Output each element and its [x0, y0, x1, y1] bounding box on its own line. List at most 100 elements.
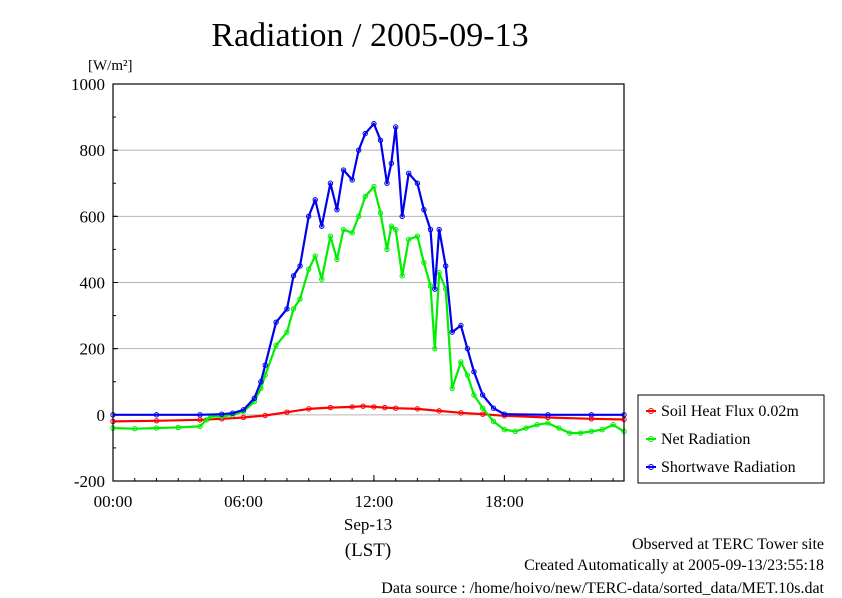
data-point [229, 410, 236, 416]
data-point [399, 213, 405, 220]
x-axis-unit-label: (LST) [345, 540, 391, 561]
data-point [432, 286, 438, 292]
data-point [490, 418, 497, 425]
data-point [197, 412, 203, 418]
legend-marker [648, 436, 654, 442]
data-point [340, 167, 347, 173]
data-point [362, 130, 368, 137]
data-point [377, 137, 384, 143]
data-point [479, 405, 486, 411]
data-point [297, 296, 303, 302]
y-axis-unit: [W/m²] [88, 58, 132, 74]
data-point [501, 411, 508, 417]
data-point [356, 147, 362, 153]
data-point [284, 409, 290, 415]
y-tick-label: 200 [80, 340, 106, 359]
data-point [388, 223, 395, 229]
legend-label: Soil Heat Flux 0.02m [661, 403, 799, 420]
data-point [334, 207, 340, 213]
data-point [414, 406, 421, 412]
data-point [421, 207, 427, 213]
data-point [414, 233, 421, 239]
data-point [306, 406, 312, 412]
data-point [349, 177, 355, 183]
created-note: Created Automatically at 2005-09-13/23:5… [524, 557, 824, 574]
data-point [340, 226, 347, 233]
data-point [360, 403, 366, 409]
data-point [566, 430, 573, 436]
data-point [577, 430, 584, 436]
y-tick-label: -200 [74, 472, 105, 491]
data-point [392, 226, 399, 233]
data-point [262, 412, 268, 419]
data-point [153, 412, 160, 418]
data-point [471, 369, 477, 375]
y-tick-label: 800 [80, 141, 106, 160]
data-point [382, 404, 388, 411]
x-tick-label: 12:00 [355, 492, 394, 511]
data-point [306, 266, 312, 272]
legend-label: Shortwave Radiation [661, 459, 796, 476]
legend: Soil Heat Flux 0.02m Net Radiation Shortwa… [637, 394, 825, 484]
data-point [588, 412, 595, 418]
data-point [523, 425, 529, 431]
data-point [240, 414, 247, 421]
data-point [458, 359, 464, 365]
series-line-2 [113, 122, 624, 416]
data-point [153, 418, 160, 424]
data-point [427, 226, 434, 233]
data-point [399, 273, 405, 279]
data-point [406, 236, 412, 243]
data-point [512, 428, 518, 435]
data-point [273, 319, 279, 325]
observed-note: Observed at TERC Tower site [631, 536, 824, 553]
x-tick-label: 18:00 [485, 492, 524, 511]
data-point [377, 210, 384, 216]
data-point [371, 121, 377, 127]
series-layer [110, 121, 627, 436]
data-point [319, 276, 325, 282]
data-point [362, 193, 368, 200]
data-point [442, 263, 449, 269]
data-point [273, 342, 279, 349]
data-point [490, 405, 497, 411]
x-axis-date-label: Sep-13 [344, 515, 392, 534]
y-tick-label: 1000 [71, 75, 105, 94]
data-point [436, 226, 442, 233]
x-tick-label: 00:00 [94, 492, 133, 511]
legend-marker [648, 408, 654, 414]
data-point [449, 329, 455, 335]
data-point [284, 329, 290, 335]
data-point [464, 372, 471, 378]
data-point [262, 362, 268, 368]
data-point [219, 411, 225, 417]
data-point [312, 253, 318, 259]
data-point [319, 223, 325, 229]
data-point [327, 180, 334, 186]
data-point [153, 425, 160, 431]
data-point [545, 412, 551, 418]
data-point [449, 385, 455, 392]
legend-label: Net Radiation [661, 431, 750, 448]
data-point [392, 405, 399, 411]
data-point [384, 180, 390, 186]
data-point [349, 404, 355, 410]
data-point [421, 259, 427, 266]
data-point [384, 246, 390, 253]
data-point [197, 417, 203, 423]
chart-title: Radiation / 2005-09-13 [211, 17, 528, 54]
data-point [312, 197, 318, 203]
data-point [436, 408, 442, 414]
data-point [175, 424, 181, 431]
data-point [458, 410, 464, 416]
y-tick-labels: 1000 800 600 400 200 0 -200 [71, 75, 105, 491]
data-point [427, 283, 434, 289]
data-point [240, 407, 247, 413]
data-point [297, 263, 303, 269]
y-tick-label: 600 [80, 207, 106, 226]
x-tick-labels: 00:00 06:00 12:00 18:00 [94, 492, 524, 511]
data-point [588, 428, 595, 435]
data-point [599, 427, 605, 433]
data-point [471, 392, 477, 398]
